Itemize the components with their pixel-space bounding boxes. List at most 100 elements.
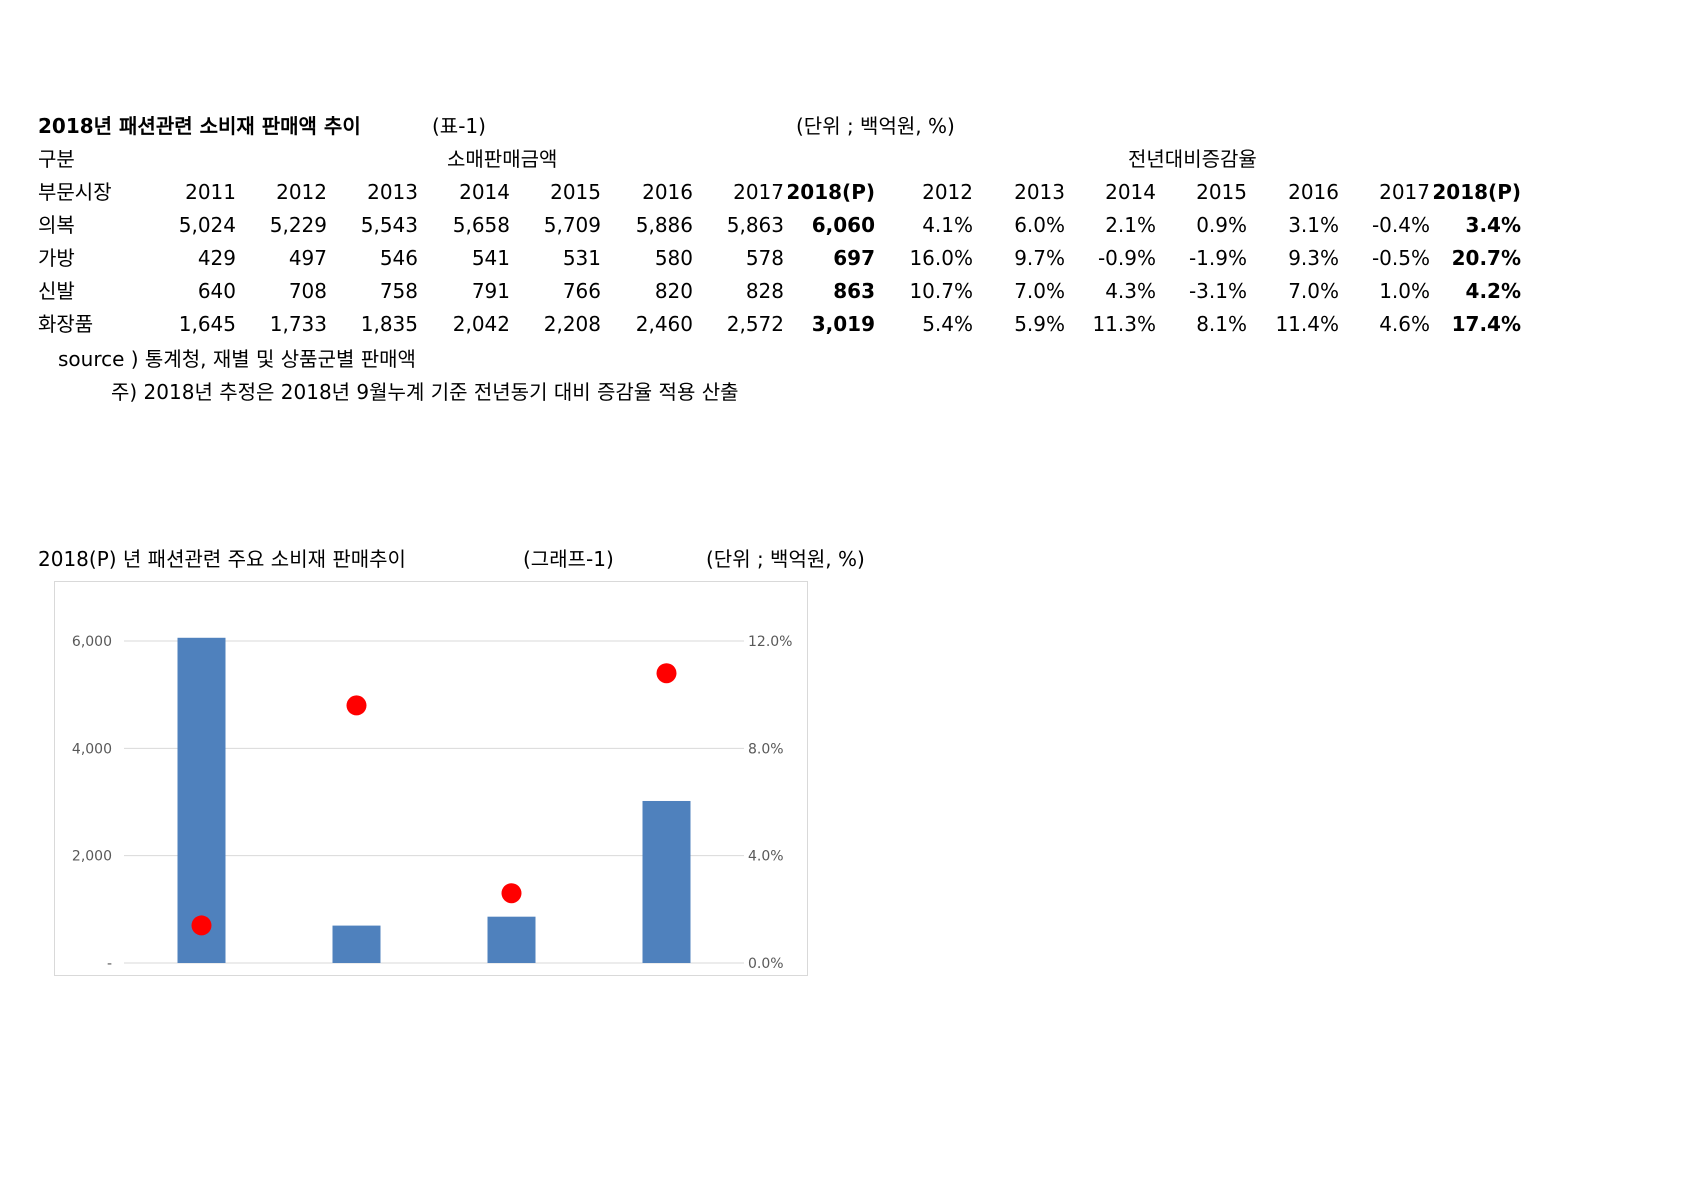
sales-year-header: 2014 [459, 180, 510, 204]
sales-cell: 828 [745, 279, 784, 303]
growth-year-header: 2014 [1105, 180, 1156, 204]
sales-cell: 2,208 [543, 312, 601, 336]
scatter-point [501, 883, 522, 904]
growth-cell: 5.9% [1014, 312, 1065, 336]
sales-cell: 5,229 [269, 213, 327, 237]
sales-cell: 5,024 [178, 213, 236, 237]
graph-unit: (단위 ; 백억원, %) [706, 547, 865, 571]
y-tick-label: 4,000 [72, 741, 112, 757]
sales-cell: 2,042 [452, 312, 510, 336]
sales-cell: 5,543 [360, 213, 418, 237]
sales-year-header: 2012 [276, 180, 327, 204]
growth-cell: -0.5% [1371, 246, 1430, 270]
sales-cell: 2,572 [726, 312, 784, 336]
y-tick-label: 2,000 [72, 849, 112, 865]
table-note: 주) 2018년 추정은 2018년 9월누계 기준 전년동기 대비 증감율 적… [111, 380, 739, 404]
growth-cell: 10.7% [909, 279, 973, 303]
growth-cell: 5.4% [922, 312, 973, 336]
bar [332, 925, 381, 963]
growth-cell: 3.4% [1465, 213, 1521, 237]
y2-tick-label: 0.0% [748, 956, 784, 972]
sales-cell: 1,733 [269, 312, 327, 336]
growth-cell: 8.1% [1196, 312, 1247, 336]
sales-cell: 5,658 [452, 213, 510, 237]
table-tag: (표-1) [432, 114, 486, 138]
y2-tick-label: 8.0% [748, 741, 784, 757]
y-tick-label: 6,000 [72, 634, 112, 650]
graph-title: 2018(P) 년 패션관련 주요 소비재 판매추이 [38, 547, 406, 571]
growth-cell: -0.4% [1371, 213, 1430, 237]
growth-cell: 7.0% [1014, 279, 1065, 303]
sales-cell: 5,709 [543, 213, 601, 237]
growth-cell: 11.4% [1275, 312, 1339, 336]
growth-cell: 9.3% [1288, 246, 1339, 270]
group-label: 구분 [38, 147, 75, 171]
sales-cell: 497 [288, 246, 327, 270]
sales-cell: 546 [379, 246, 418, 270]
growth-year-header: 2015 [1196, 180, 1247, 204]
growth-cell: -1.9% [1188, 246, 1247, 270]
growth-cell: 4.1% [922, 213, 973, 237]
sales-year-header: 2017 [733, 180, 784, 204]
growth-year-header: 2013 [1014, 180, 1065, 204]
growth-year-header: 2018(P) [1432, 180, 1521, 204]
y2-tick-label: 4.0% [748, 849, 784, 865]
sales-cell: 429 [197, 246, 236, 270]
sales-cell: 6,060 [811, 213, 875, 237]
growth-cell: 11.3% [1092, 312, 1156, 336]
growth-cell: 7.0% [1288, 279, 1339, 303]
row-label: 의복 [38, 213, 75, 237]
row-label: 가방 [38, 246, 75, 270]
growth-year-header: 2012 [922, 180, 973, 204]
growth-header: 전년대비증감율 [1128, 147, 1257, 171]
scatter-point [191, 915, 212, 936]
table-unit: (단위 ; 백억원, %) [796, 114, 955, 138]
sales-cell: 2,460 [635, 312, 693, 336]
growth-cell: 9.7% [1014, 246, 1065, 270]
combo-chart: - 2,000 4,000 6,000 0.0% 4.0% 8.0% 12.0% [72, 634, 793, 972]
growth-year-header: 2017 [1379, 180, 1430, 204]
growth-cell: 6.0% [1014, 213, 1065, 237]
sales-cell: 766 [562, 279, 601, 303]
table-title: 2018년 패션관련 소비재 판매액 추이 [38, 114, 361, 138]
graph-tag: (그래프-1) [523, 547, 614, 571]
growth-cell: -0.9% [1097, 246, 1156, 270]
sales-cell: 640 [197, 279, 236, 303]
growth-cell: 4.2% [1465, 279, 1521, 303]
growth-cell: 4.3% [1105, 279, 1156, 303]
sales-year-header: 2015 [550, 180, 601, 204]
y2-tick-label: 12.0% [748, 634, 792, 650]
sales-cell: 1,645 [178, 312, 236, 336]
sales-cell: 697 [833, 246, 875, 270]
sales-year-header: 2013 [367, 180, 418, 204]
bar [177, 637, 226, 963]
sales-cell: 1,835 [360, 312, 418, 336]
growth-year-header: 2016 [1288, 180, 1339, 204]
y-tick-label: - [107, 956, 112, 972]
bar [487, 916, 536, 963]
row-label: 화장품 [38, 312, 94, 336]
sales-year-header: 2018(P) [786, 180, 875, 204]
sales-cell: 863 [833, 279, 875, 303]
sales-cell: 3,019 [811, 312, 875, 336]
sales-cell: 820 [654, 279, 693, 303]
growth-cell: 3.1% [1288, 213, 1339, 237]
sales-cell: 580 [654, 246, 693, 270]
sales-year-header: 2011 [185, 180, 236, 204]
chart-area [54, 581, 808, 976]
sales-cell: 531 [562, 246, 601, 270]
growth-cell: 2.1% [1105, 213, 1156, 237]
bar [642, 800, 691, 963]
sales-cell: 5,863 [726, 213, 784, 237]
sales-cell: 758 [379, 279, 418, 303]
growth-cell: 20.7% [1451, 246, 1521, 270]
sales-cell: 541 [471, 246, 510, 270]
sales-cell: 578 [745, 246, 784, 270]
scatter-point [346, 695, 367, 716]
sales-cell: 5,886 [635, 213, 693, 237]
growth-cell: 4.6% [1379, 312, 1430, 336]
growth-cell: 1.0% [1379, 279, 1430, 303]
scatter-point [656, 663, 677, 684]
sales-cell: 708 [288, 279, 327, 303]
growth-cell: 0.9% [1196, 213, 1247, 237]
